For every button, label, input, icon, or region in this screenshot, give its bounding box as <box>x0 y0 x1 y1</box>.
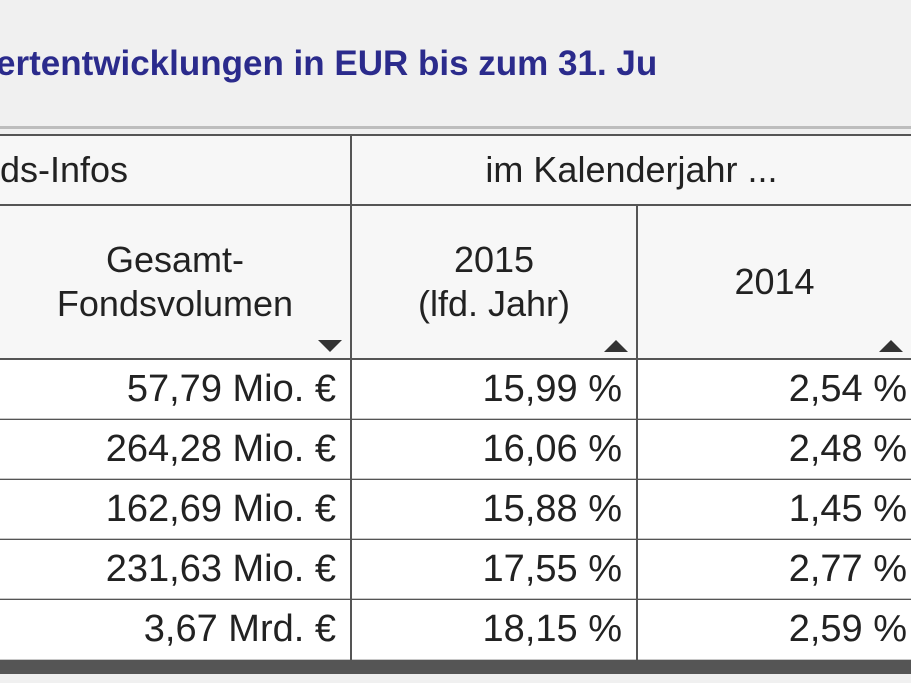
table-cell: 1,45 % <box>638 480 911 539</box>
table-cell: 2,48 % <box>638 420 911 479</box>
table-cell: 2,59 % <box>638 600 911 660</box>
table-cell: 15,99 % <box>352 360 636 419</box>
table-cell: 17,55 % <box>352 540 636 599</box>
column-header[interactable]: 2015 (lfd. Jahr) <box>352 206 636 358</box>
table-cell: 16,06 % <box>352 420 636 479</box>
sort-icon[interactable] <box>318 340 342 352</box>
table-cell: 15,88 % <box>352 480 636 539</box>
header-line: (lfd. Jahr) <box>417 283 571 324</box>
table-cell: 18,15 % <box>352 600 636 660</box>
table-cell: 3,67 Mrd. € <box>0 600 350 660</box>
table-cell: 57,79 Mio. € <box>0 360 350 419</box>
column-header[interactable]: Gesamt- Fondsvolumen <box>0 206 350 358</box>
title: ertentwicklungen in EUR bis zum 31. Ju <box>0 44 658 83</box>
table-cell: 231,63 Mio. € <box>0 540 350 599</box>
sort-icon[interactable] <box>604 340 628 352</box>
table-cell: 2,77 % <box>638 540 911 599</box>
table-top-rule <box>0 126 911 129</box>
group-header: ds-Infos <box>0 136 350 204</box>
header-line: 2014 <box>734 261 815 302</box>
header-line: 2015 <box>453 239 535 280</box>
group-header: im Kalenderjahr ... <box>352 136 911 204</box>
table-cell: 162,69 Mio. € <box>0 480 350 539</box>
header-line: Fondsvolumen <box>56 283 294 324</box>
table-cell: 2,54 % <box>638 360 911 419</box>
sort-icon[interactable] <box>879 340 903 352</box>
header-line: Gesamt- <box>105 239 245 280</box>
table-cell: 264,28 Mio. € <box>0 420 350 479</box>
column-header[interactable]: 2014 <box>638 206 911 358</box>
